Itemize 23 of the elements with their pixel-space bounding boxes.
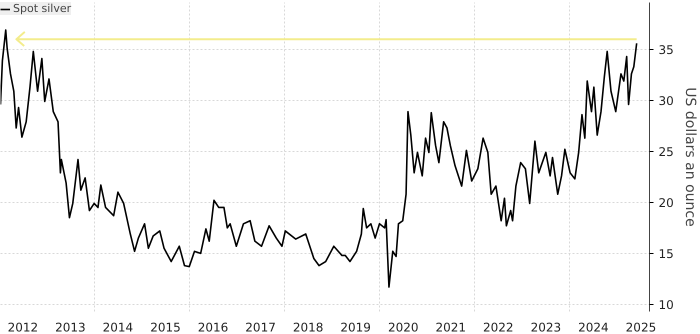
x-tick-label: 2012	[8, 320, 38, 334]
x-tick-label: 2022	[483, 320, 514, 334]
x-tick-label: 2014	[102, 320, 134, 334]
x-tick-label: 2025	[626, 320, 656, 334]
y-tick-label: 30	[658, 94, 674, 108]
y-tick-label: 10	[658, 298, 674, 312]
y-tick-label: 20	[658, 196, 674, 210]
x-tick-label: 2016	[198, 320, 228, 334]
x-tick-label: 2018	[292, 320, 324, 334]
x-tick-label: 2015	[150, 320, 181, 334]
legend-label: Spot silver	[13, 2, 72, 15]
y-axis-title: US dollars an ounce	[682, 87, 698, 227]
y-tick-label: 25	[658, 144, 674, 159]
x-tick-label: 2020	[388, 320, 418, 334]
x-tick-label: 2023	[530, 320, 562, 334]
x-tick-label: 2013	[55, 320, 86, 334]
line-series	[0, 29, 638, 288]
x-tick-label: 2017	[245, 320, 276, 334]
x-tick-label: 2021	[435, 320, 466, 334]
y-tick-label: 35	[658, 42, 674, 57]
x-tick-label: 2024	[578, 320, 609, 334]
y-tick-label: 15	[658, 246, 674, 261]
x-tick-label: 2019	[340, 320, 371, 334]
